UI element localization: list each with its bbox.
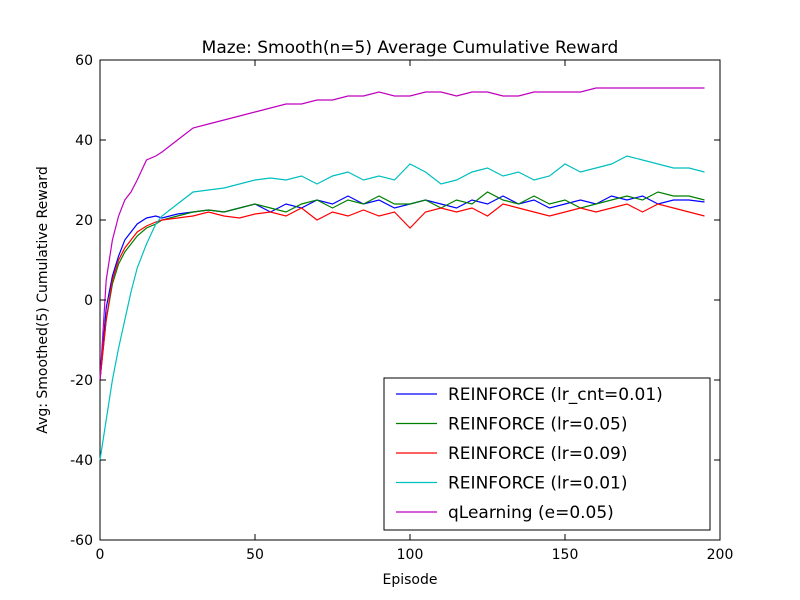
ticks-group (99, 59, 721, 541)
tick-labels-group: 0 50 100 150 200 -60 -40 -20 0 20 40 60 (70, 53, 733, 563)
series-line-4 (99, 155, 705, 461)
chart-title: Maze: Smooth(n=5) Average Cumulative Rew… (202, 38, 619, 58)
y-tick-label: 20 (75, 213, 93, 229)
legend: REINFORCE (lr_cnt=0.01) REINFORCE (lr=0.0… (383, 377, 711, 531)
legend-box (383, 377, 711, 531)
legend-label-4: REINFORCE (lr=0.01) (448, 474, 628, 494)
series-line-3 (99, 203, 705, 381)
legend-label-3: REINFORCE (lr=0.09) (448, 444, 628, 464)
x-tick-label: 200 (707, 547, 734, 563)
x-axis-title: Episode (383, 572, 438, 588)
legend-label-2: REINFORCE (lr=0.05) (448, 415, 628, 435)
legend-label-1: REINFORCE (lr_cnt=0.01) (448, 385, 663, 405)
series-line-2 (99, 191, 705, 381)
y-tick-label: -40 (70, 453, 93, 469)
x-tick-label: 0 (96, 547, 105, 563)
series-group (99, 87, 705, 461)
y-axis-title: Avg: Smoothed(5) Cumulative Reward (35, 166, 51, 433)
x-tick-label: 100 (397, 547, 424, 563)
legend-label-5: qLearning (e=0.05) (448, 503, 614, 523)
y-tick-label: -60 (70, 533, 93, 549)
y-tick-label: 40 (75, 133, 93, 149)
y-tick-label: 60 (75, 53, 93, 69)
y-tick-label: -20 (70, 373, 93, 389)
x-tick-label: 50 (246, 547, 264, 563)
x-tick-label: 150 (552, 547, 579, 563)
y-tick-label: 0 (84, 293, 93, 309)
series-line-5 (99, 87, 705, 381)
